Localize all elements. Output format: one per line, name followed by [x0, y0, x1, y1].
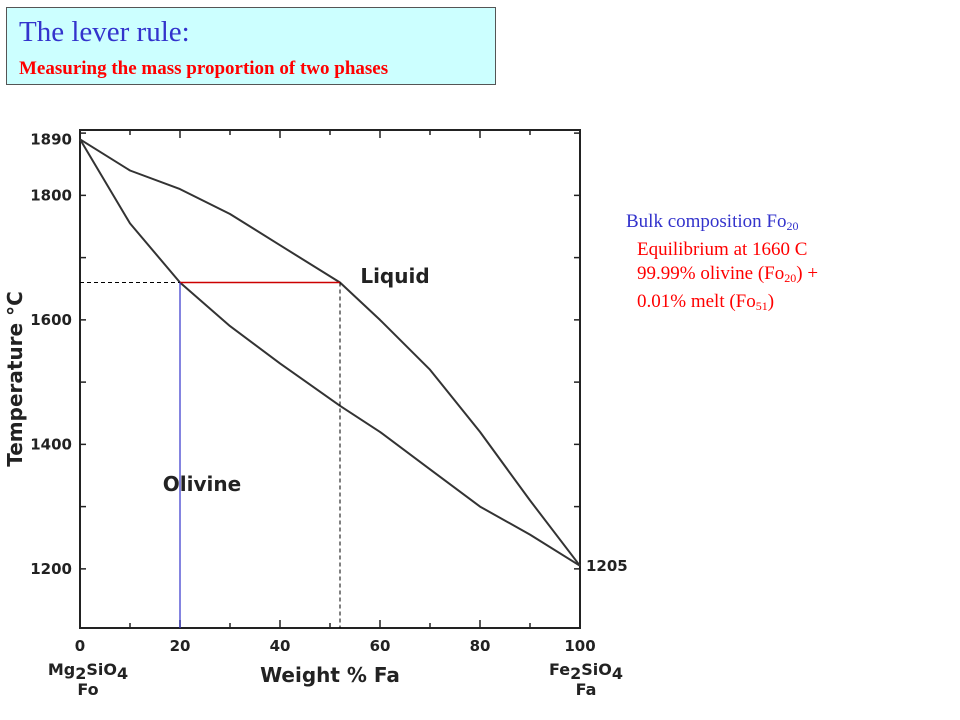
olivine-proportion-note: 99.99% olivine (Fo20) + — [637, 263, 819, 285]
annotation-block: Bulk composition Fo20 Equilibrium at 166… — [626, 210, 818, 318]
equilibrium-note: Equilibrium at 1660 C — [637, 239, 808, 260]
x-tick-label: 60 — [370, 637, 391, 655]
x-tick-label: 20 — [170, 637, 191, 655]
x-tick-label: 80 — [470, 637, 491, 655]
y-tick-label: 1800 — [30, 186, 72, 204]
y-tick-label: 1890 — [30, 130, 72, 148]
right-endmember-formula: Fe2SiO4 — [549, 660, 623, 683]
solidus-curve — [79, 138, 581, 567]
page-title: The lever rule: — [19, 16, 190, 48]
x-axis-label: Weight % Fa — [260, 663, 400, 687]
olivine-field-label: Olivine — [163, 472, 241, 496]
y-tick-label: 1400 — [30, 435, 72, 453]
end-temperature-label: 1205 — [586, 557, 628, 575]
y-tick-label: 1600 — [30, 311, 72, 329]
x-tick-label: 40 — [270, 637, 291, 655]
page-subtitle: Measuring the mass proportion of two pha… — [19, 58, 389, 79]
left-endmember-formula: Mg2SiO4 — [48, 660, 128, 683]
liquidus-curve — [79, 138, 581, 567]
left-endmember-abbr: Fo — [77, 680, 98, 699]
liquid-field-label: Liquid — [360, 264, 429, 288]
title-box: The lever rule: Measuring the mass propo… — [6, 7, 496, 85]
bulk-composition-note: Bulk composition Fo20 — [626, 211, 799, 233]
plot-frame — [79, 129, 581, 629]
x-tick-label: 100 — [564, 637, 595, 655]
melt-proportion-note: 0.01% melt (Fo51) — [637, 291, 775, 313]
y-axis-label: Temperature °C — [3, 291, 27, 467]
y-tick-label: 1200 — [30, 560, 72, 578]
right-endmember-abbr: Fa — [576, 680, 597, 699]
x-tick-label: 0 — [75, 637, 85, 655]
